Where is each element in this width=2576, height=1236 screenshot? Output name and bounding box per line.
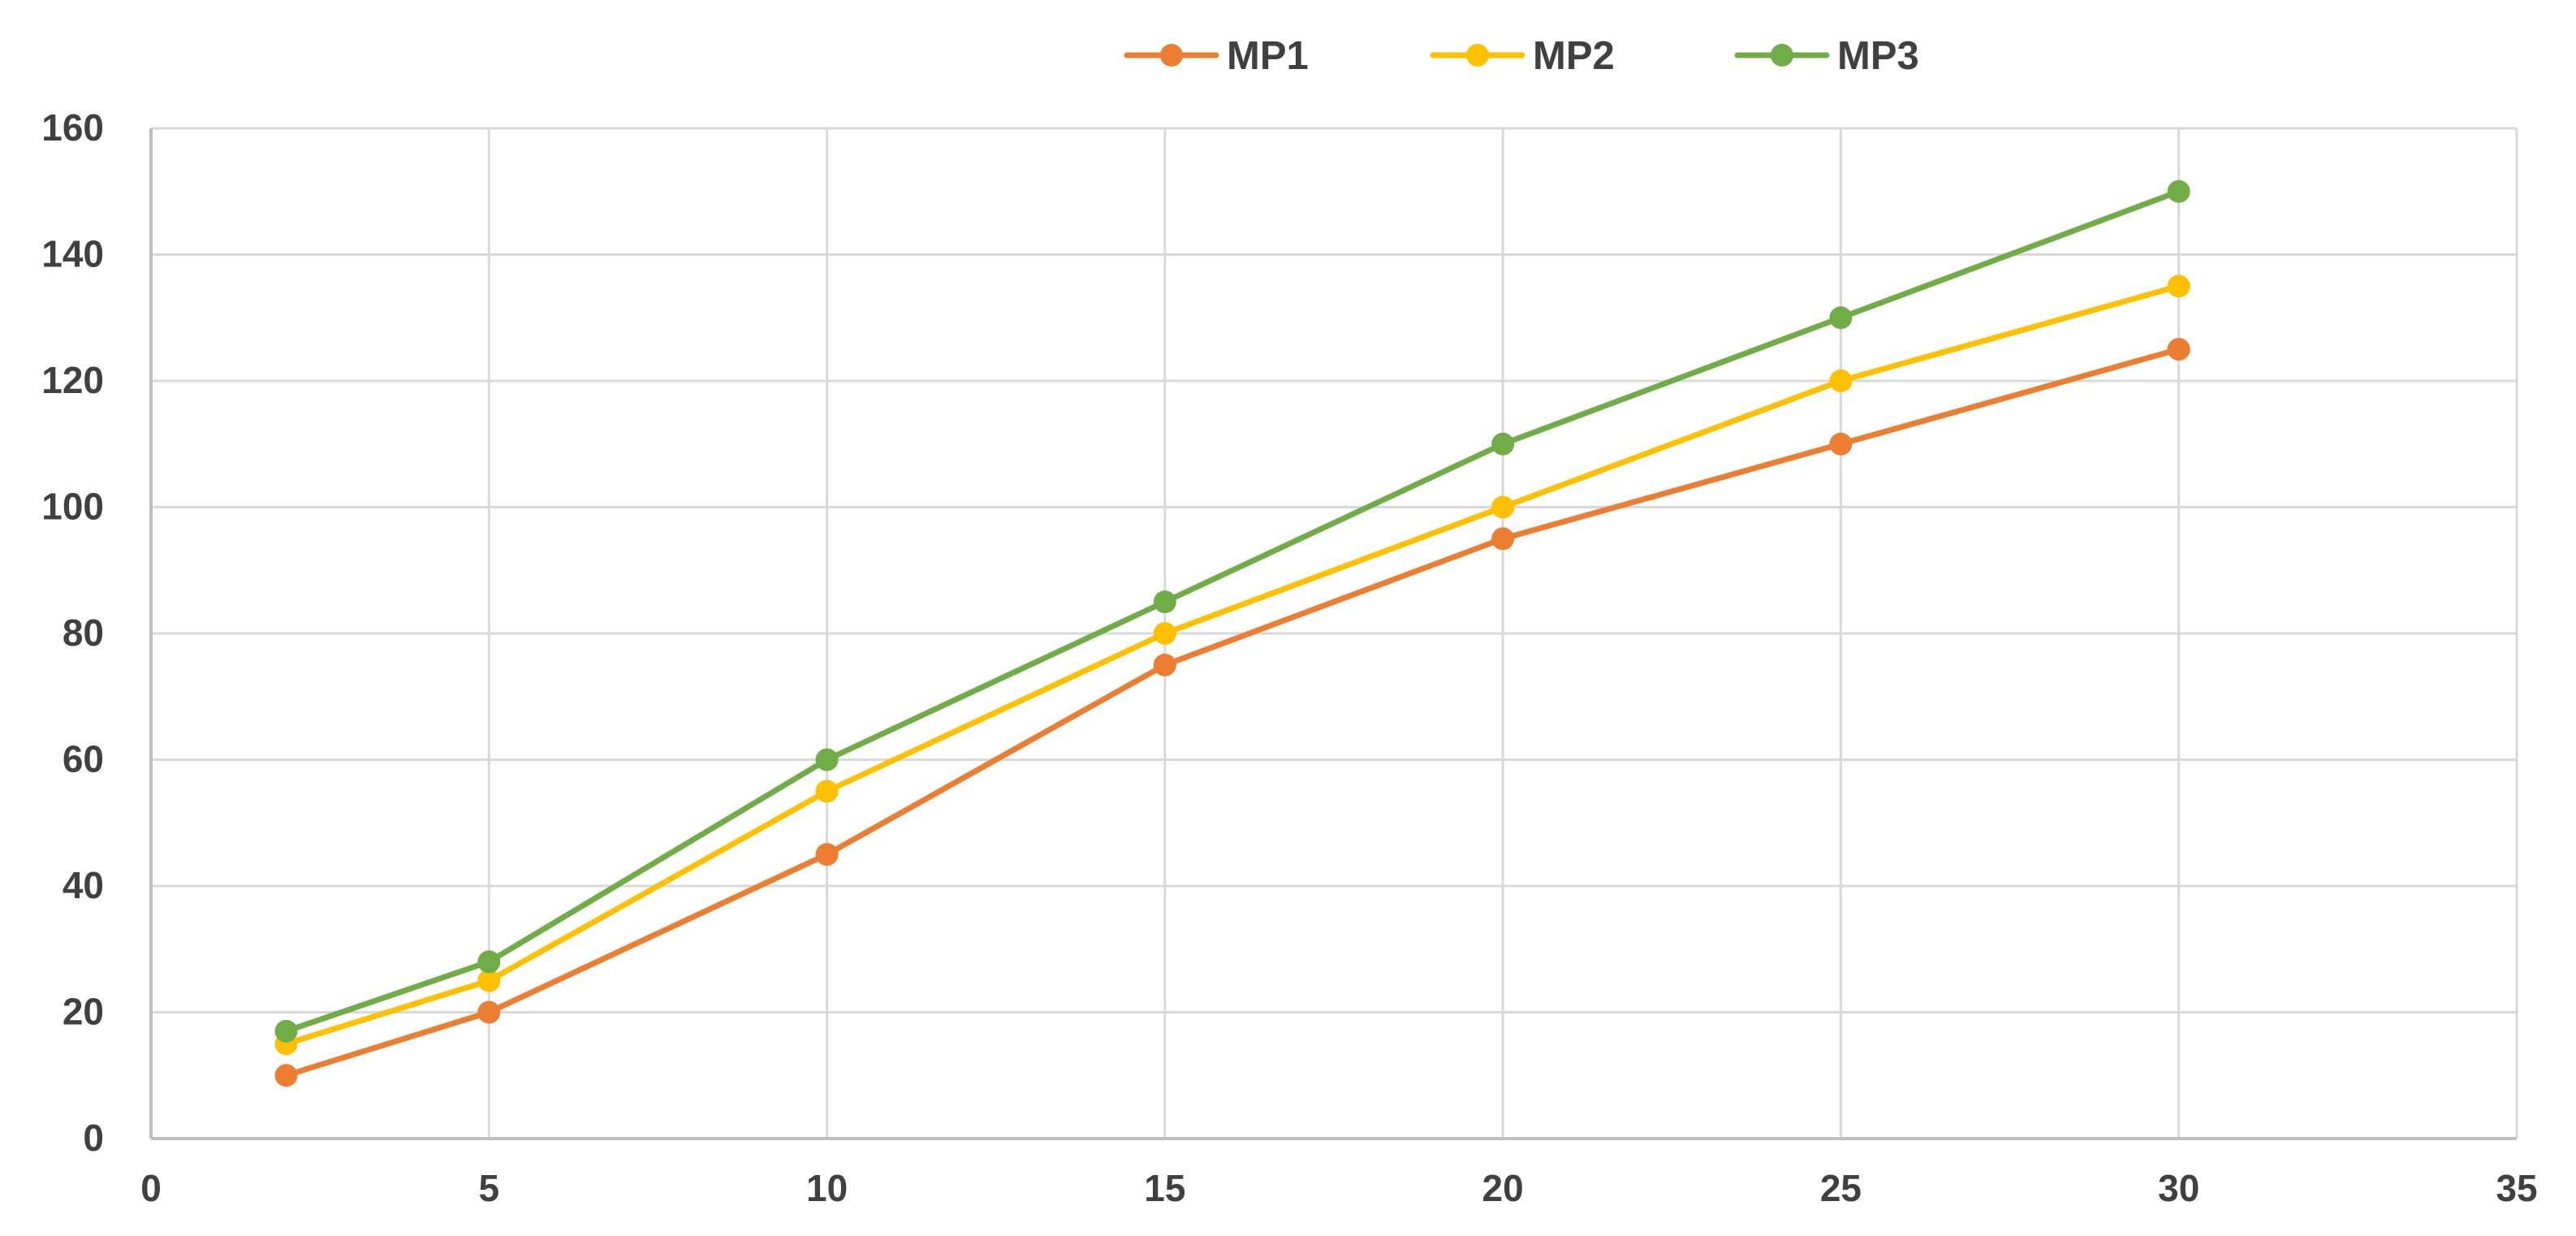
x-tick-label: 20 [1482, 1167, 1524, 1209]
x-tick-label: 15 [1144, 1167, 1185, 1209]
legend-label: MP2 [1533, 34, 1615, 78]
x-tick-label: 0 [140, 1167, 162, 1209]
y-tick-label: 60 [63, 738, 104, 780]
x-tick-label: 30 [2158, 1167, 2199, 1209]
series-mp1 [274, 338, 2190, 1087]
data-point-mp3 [1153, 590, 1176, 614]
y-tick-label: 160 [41, 106, 104, 149]
tick-labels: 0 20 40 60 80 100 120 140 160 0 5 10 15 20 25 30 35 [41, 106, 2537, 1209]
data-point-mp3 [1491, 432, 1515, 456]
y-tick-label: 40 [63, 864, 104, 906]
legend-label: MP1 [1227, 34, 1309, 78]
legend: MP1 MP2 MP3 [1124, 34, 1919, 78]
y-tick-label: 20 [63, 991, 104, 1033]
data-point-mp1 [477, 1000, 501, 1024]
series-mp3 [274, 179, 2190, 1043]
data-point-mp2 [1829, 370, 1853, 392]
axes [149, 128, 2517, 1140]
data-point-mp2 [1491, 495, 1515, 519]
data-point-mp1 [1829, 432, 1853, 456]
y-tick-label: 80 [63, 612, 104, 654]
data-point-mp3 [2167, 179, 2190, 203]
y-tick-label: 100 [41, 486, 104, 528]
y-tick-label: 140 [41, 233, 104, 275]
legend-item-mp3: MP3 [1734, 34, 1919, 78]
data-point-mp3 [477, 950, 501, 974]
series-lines [274, 179, 2190, 1087]
x-tick-label: 35 [2496, 1167, 2537, 1209]
y-tick-label: 120 [41, 359, 104, 401]
data-point-mp3 [1829, 306, 1853, 330]
series-mp2 [274, 274, 2190, 1056]
data-point-mp2 [477, 969, 501, 992]
legend-marker-swatch [1160, 44, 1183, 67]
x-tick-label: 10 [806, 1167, 848, 1209]
data-point-mp2 [1153, 622, 1176, 645]
series-line-mp1 [283, 346, 2182, 1078]
legend-marker-swatch [1771, 44, 1793, 67]
y-tick-label: 0 [83, 1117, 104, 1159]
data-point-mp1 [274, 1064, 298, 1087]
x-tick-label: 25 [1820, 1167, 1862, 1209]
data-point-mp1 [1491, 527, 1515, 551]
data-point-mp2 [815, 780, 839, 803]
data-point-mp2 [2167, 274, 2190, 298]
x-tick-label: 5 [478, 1167, 499, 1209]
data-point-mp3 [274, 1019, 298, 1043]
data-point-mp1 [815, 843, 839, 866]
grid-lines [149, 127, 2518, 1140]
legend-marker-swatch [1466, 44, 1489, 67]
series-line-mp2 [283, 283, 2182, 1047]
data-point-mp3 [815, 748, 839, 771]
legend-item-mp2: MP2 [1430, 34, 1615, 78]
data-point-mp1 [2167, 338, 2190, 361]
data-point-mp1 [1153, 653, 1176, 676]
legend-item-mp1: MP1 [1124, 34, 1309, 78]
legend-label: MP3 [1837, 34, 1919, 78]
series-line-mp3 [283, 188, 2182, 1035]
